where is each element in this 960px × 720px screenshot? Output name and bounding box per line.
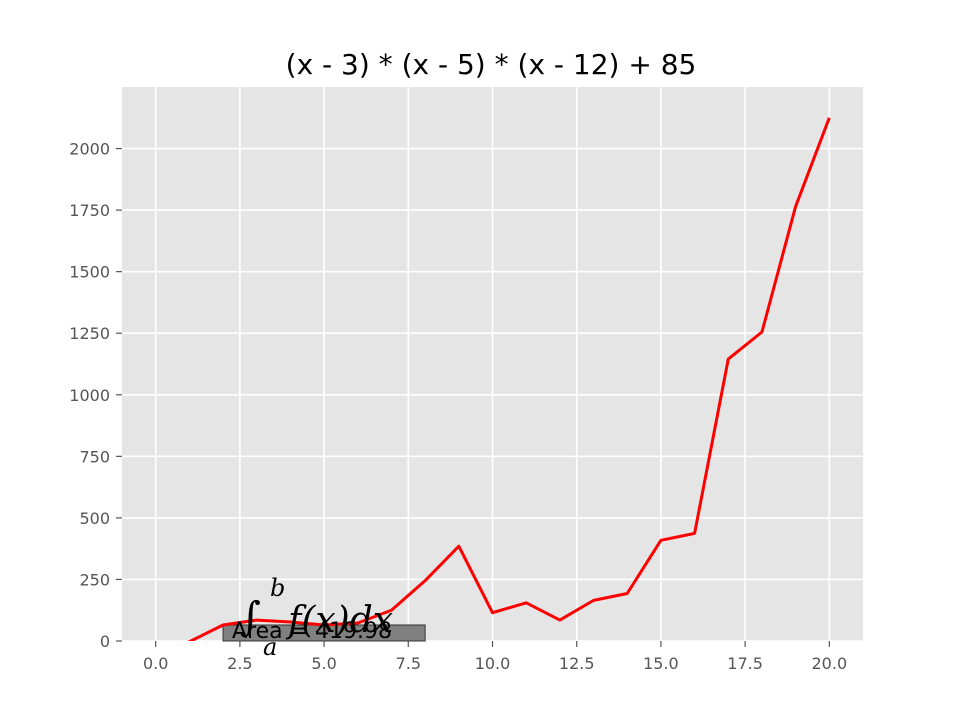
y-tick-label: 250 [79,570,110,589]
y-tick-label: 0 [100,632,110,651]
series-curve [187,117,831,641]
y-tick-label: 750 [79,447,110,466]
integral-symbol: ∫ [240,594,261,640]
x-tick-label: 2.5 [227,654,252,673]
y-tick-label: 500 [79,509,110,528]
series-line [187,117,831,641]
y-tick-label: 1250 [69,324,110,343]
grid [122,87,863,642]
y-axis-ticks: 0 250 500 750 1000 1250 1500 1750 2000 [69,140,122,651]
integral-annotation: ∫ b a f(x)dx Area = 419.98 [232,574,393,661]
integral-upper-limit: b [270,574,285,602]
area-label: Area = 419.98 [232,619,392,644]
y-tick-label: 1000 [69,386,110,405]
x-tick-label: 20.0 [812,654,848,673]
y-tick-label: 2000 [69,140,110,159]
y-tick-label: 1500 [69,263,110,282]
x-tick-label: 5.0 [311,654,336,673]
x-tick-label: 12.5 [559,654,595,673]
x-tick-label: 0.0 [143,654,168,673]
x-tick-label: 7.5 [396,654,421,673]
x-tick-label: 15.0 [643,654,679,673]
y-tick-label: 1750 [69,201,110,220]
integral-body: f(x)dx [285,600,393,641]
chart-title: (x - 3) * (x - 5) * (x - 12) + 85 [286,48,697,81]
x-tick-label: 10.0 [475,654,511,673]
x-tick-label: 17.5 [727,654,763,673]
x-axis-ticks: 0.0 2.5 5.0 7.5 10.0 12.5 15.0 17.5 20.0 [143,641,847,673]
integral-lower-limit: a [263,633,277,661]
